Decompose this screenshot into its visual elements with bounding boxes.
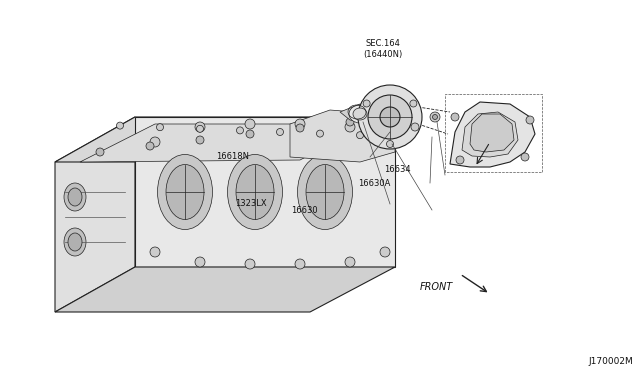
Text: 16618N: 16618N [216, 153, 250, 161]
Circle shape [150, 247, 160, 257]
Circle shape [345, 122, 355, 132]
Ellipse shape [68, 188, 82, 206]
Polygon shape [290, 110, 395, 162]
Circle shape [411, 123, 419, 131]
Circle shape [276, 128, 284, 135]
Ellipse shape [166, 164, 204, 219]
Polygon shape [55, 267, 395, 312]
Circle shape [380, 107, 400, 127]
Circle shape [358, 85, 422, 149]
Ellipse shape [227, 154, 282, 230]
Ellipse shape [306, 164, 344, 219]
Polygon shape [340, 104, 395, 124]
Polygon shape [80, 124, 370, 162]
Polygon shape [55, 117, 395, 162]
Text: 16630A: 16630A [358, 179, 391, 187]
Circle shape [521, 153, 529, 161]
Circle shape [296, 124, 304, 132]
Text: 16630: 16630 [291, 206, 318, 215]
Circle shape [96, 148, 104, 156]
Polygon shape [462, 112, 518, 157]
Text: 1323LX: 1323LX [236, 199, 267, 208]
Circle shape [317, 130, 323, 137]
Ellipse shape [68, 233, 82, 251]
Circle shape [380, 247, 390, 257]
Polygon shape [55, 117, 135, 312]
Ellipse shape [349, 105, 371, 123]
Circle shape [363, 100, 370, 107]
Circle shape [380, 135, 390, 145]
Circle shape [196, 125, 204, 132]
Circle shape [245, 119, 255, 129]
Circle shape [410, 100, 417, 107]
Circle shape [526, 116, 534, 124]
Ellipse shape [298, 154, 353, 230]
Ellipse shape [64, 228, 86, 256]
Polygon shape [135, 117, 395, 267]
Ellipse shape [236, 164, 274, 219]
Polygon shape [470, 114, 514, 152]
Circle shape [146, 142, 154, 150]
Circle shape [157, 124, 163, 131]
Circle shape [237, 127, 243, 134]
Circle shape [433, 115, 438, 119]
Circle shape [295, 119, 305, 129]
Text: 16634: 16634 [384, 165, 411, 174]
Circle shape [456, 156, 464, 164]
Circle shape [356, 132, 364, 139]
Circle shape [430, 112, 440, 122]
Text: FRONT: FRONT [420, 282, 453, 292]
Circle shape [451, 113, 459, 121]
Circle shape [150, 137, 160, 147]
Circle shape [195, 122, 205, 132]
Circle shape [195, 257, 205, 267]
Text: J170002M: J170002M [589, 357, 634, 366]
Text: SEC.164
(16440N): SEC.164 (16440N) [363, 39, 403, 59]
Circle shape [116, 122, 124, 129]
Circle shape [245, 259, 255, 269]
Ellipse shape [64, 183, 86, 211]
Ellipse shape [353, 108, 367, 120]
Polygon shape [450, 102, 535, 167]
Circle shape [345, 257, 355, 267]
Circle shape [368, 95, 412, 139]
Ellipse shape [157, 154, 212, 230]
Circle shape [387, 141, 394, 148]
Circle shape [295, 259, 305, 269]
Circle shape [346, 118, 354, 126]
Circle shape [246, 130, 254, 138]
Circle shape [196, 136, 204, 144]
